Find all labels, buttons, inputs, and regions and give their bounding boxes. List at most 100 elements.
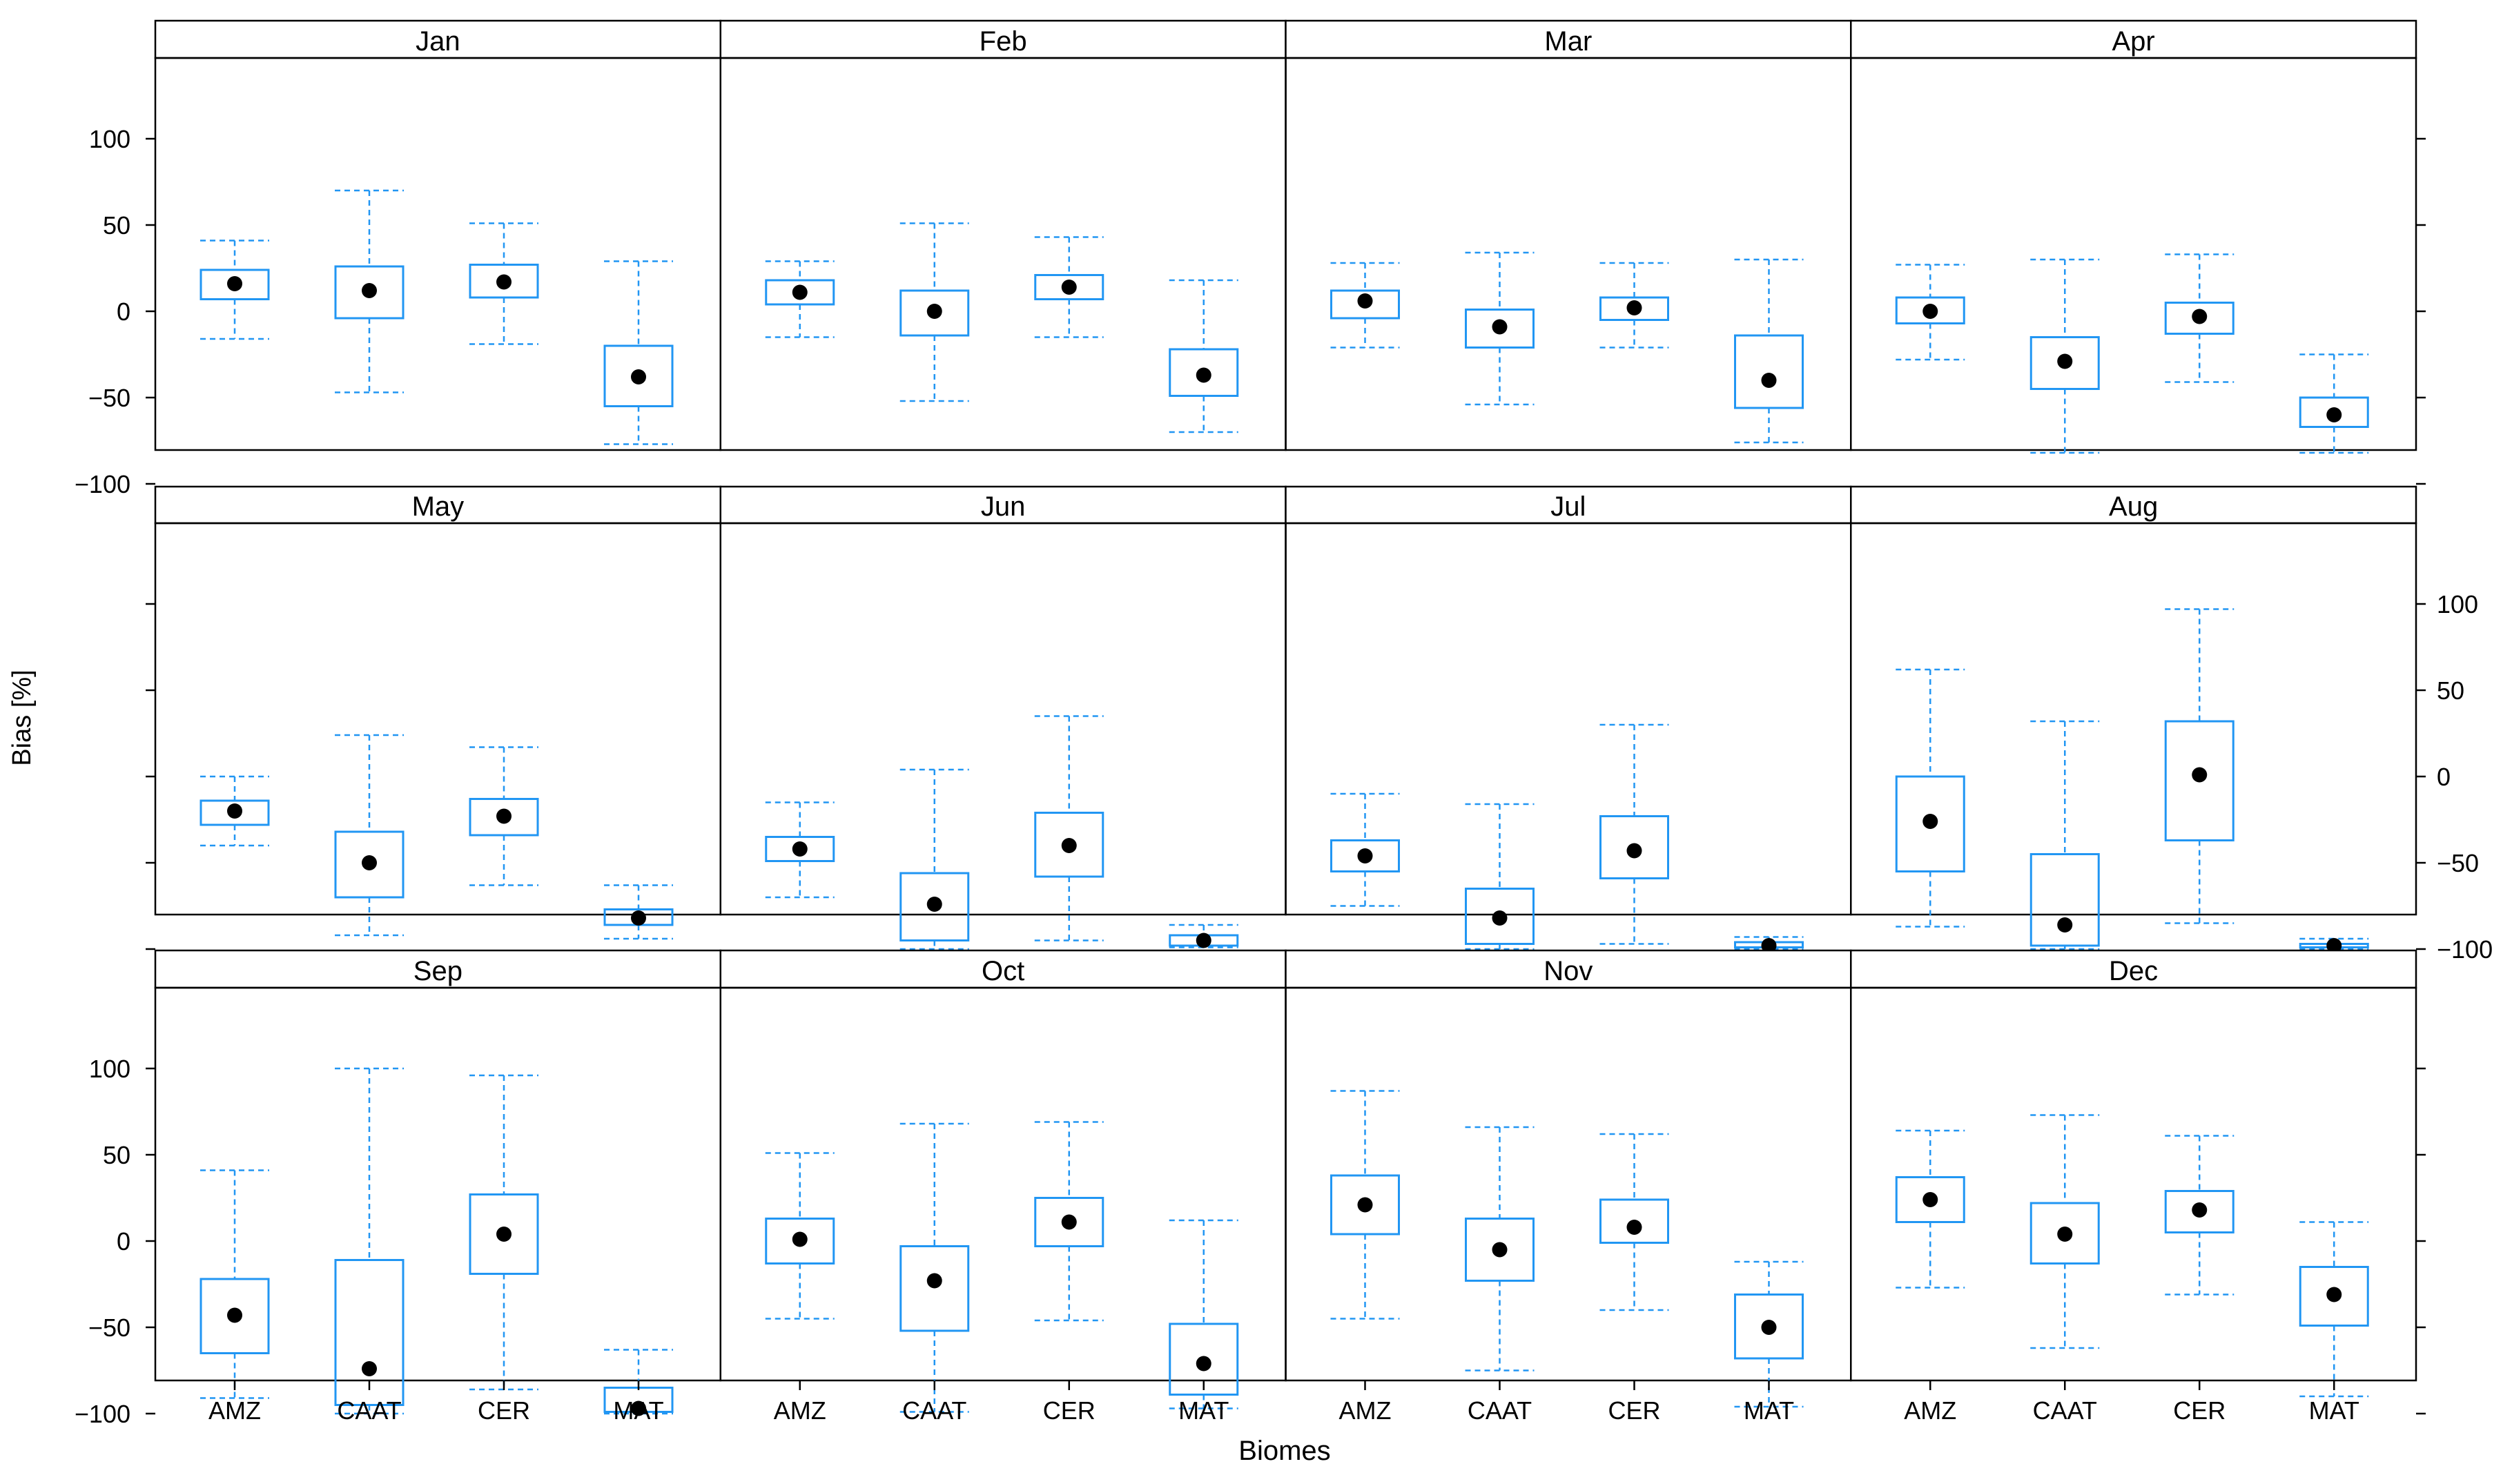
median-dot-dec-cer <box>2192 1202 2208 1218</box>
panel-title-dec: Dec <box>2109 956 2158 986</box>
median-dot-jan-mat <box>631 369 646 384</box>
median-dot-nov-cer <box>1626 1220 1642 1235</box>
median-dot-oct-amz <box>792 1231 808 1247</box>
median-dot-jan-cer <box>496 274 512 290</box>
box-may-amz <box>199 799 270 826</box>
median-dot-nov-amz <box>1357 1197 1373 1213</box>
median-dot-apr-cer <box>2192 309 2208 324</box>
strip-oct <box>719 949 1287 989</box>
box-jul-cer <box>1599 815 1669 879</box>
box-dec-cer <box>2164 1190 2234 1233</box>
box-feb-cer <box>1034 274 1104 300</box>
median-dot-feb-amz <box>792 284 808 300</box>
box-jan-caat <box>334 265 405 320</box>
x-tick-label-cer: CER <box>1608 1396 1660 1425</box>
y-axis-label: Bias [%] <box>8 670 37 765</box>
box-mar-mat <box>1734 334 1804 409</box>
box-feb-amz <box>765 279 835 306</box>
y-tick-label: 50 <box>103 1141 130 1169</box>
panel-frame-oct <box>719 986 1287 1382</box>
median-dot-oct-mat <box>1196 1356 1211 1371</box>
box-nov-mat <box>1734 1293 1804 1360</box>
median-dot-mar-mat <box>1761 373 1777 388</box>
y-tick-label: −50 <box>88 384 130 412</box>
median-dot-jan-caat <box>362 283 377 298</box>
y-tick-label: 50 <box>103 211 130 240</box>
panel-title-jun: Jun <box>981 491 1026 522</box>
panel-frame-dec <box>1850 986 2417 1382</box>
median-dot-dec-mat <box>2326 1287 2342 1302</box>
median-dot-oct-cer <box>1061 1214 1077 1230</box>
x-tick-label-caat: CAAT <box>902 1396 966 1425</box>
median-dot-jul-cer <box>1626 843 1642 859</box>
panel-title-oct: Oct <box>982 956 1024 986</box>
x-tick-label-amz: AMZ <box>1904 1396 1956 1425</box>
box-jun-caat <box>899 872 970 941</box>
box-mar-amz <box>1330 289 1400 320</box>
median-dot-jul-caat <box>1492 910 1508 926</box>
box-dec-amz <box>1895 1176 1965 1223</box>
y-tick-label: 0 <box>117 1227 130 1256</box>
y-tick-label: 0 <box>117 297 130 326</box>
median-dot-dec-amz <box>1922 1192 1938 1207</box>
box-mar-caat <box>1465 309 1535 349</box>
box-nov-caat <box>1465 1218 1535 1282</box>
box-apr-mat <box>2299 396 2369 428</box>
box-oct-cer <box>1034 1197 1104 1247</box>
median-dot-jan-amz <box>227 276 242 291</box>
median-dot-jun-amz <box>792 841 808 857</box>
x-tick-label-cer: CER <box>1043 1396 1096 1425</box>
x-tick-label-mat: MAT <box>2309 1396 2359 1425</box>
panel-frame-apr <box>1850 57 2417 451</box>
median-dot-aug-amz <box>1922 814 1938 829</box>
panel-title-apr: Apr <box>2112 26 2155 57</box>
y-tick-label: −100 <box>75 470 130 498</box>
box-may-cer <box>469 798 539 837</box>
median-dot-sep-amz <box>227 1307 242 1323</box>
box-apr-cer <box>2164 302 2234 335</box>
panel-frame-sep <box>154 986 721 1382</box>
strip-jul <box>1285 485 1852 525</box>
box-jul-caat <box>1465 888 1535 945</box>
box-jan-cer <box>469 264 539 299</box>
median-dot-feb-caat <box>926 304 942 319</box>
median-dot-nov-mat <box>1761 1320 1777 1335</box>
median-dot-may-amz <box>227 803 242 819</box>
y-tick-label: 100 <box>89 1055 130 1083</box>
panel-frame-may <box>154 522 721 916</box>
box-dec-caat <box>2029 1202 2100 1265</box>
y-tick-label: −50 <box>88 1314 130 1342</box>
median-dot-oct-caat <box>926 1273 942 1289</box>
panel-title-aug: Aug <box>2109 491 2158 522</box>
panel-title-mar: Mar <box>1544 26 1592 57</box>
box-jan-amz <box>199 269 270 300</box>
y-tick-label: 100 <box>89 125 130 153</box>
box-oct-mat <box>1169 1322 1239 1396</box>
median-dot-sep-mat <box>631 1400 646 1416</box>
x-tick-label-amz: AMZ <box>774 1396 826 1425</box>
box-jun-amz <box>765 836 835 862</box>
median-dot-mar-caat <box>1492 319 1508 335</box>
median-dot-jul-mat <box>1761 938 1777 953</box>
strip-aug <box>1850 485 2417 525</box>
y-tick-label: 100 <box>2437 590 2478 618</box>
box-aug-amz <box>1895 775 1965 872</box>
x-axis-label: Biomes <box>1238 1436 1330 1466</box>
x-tick-label-caat: CAAT <box>1468 1396 1532 1425</box>
panel-title-feb: Feb <box>980 26 1027 57</box>
panel-title-jan: Jan <box>416 26 460 57</box>
box-sep-amz <box>199 1278 270 1354</box>
strip-may <box>154 485 721 525</box>
strip-nov <box>1285 949 1852 989</box>
box-mar-cer <box>1599 296 1669 321</box>
y-tick-label: −100 <box>75 1400 130 1428</box>
x-tick-label-mat: MAT <box>613 1396 663 1425</box>
y-tick-label: 0 <box>2437 763 2451 791</box>
median-dot-apr-caat <box>2057 353 2073 369</box>
box-sep-caat <box>334 1259 405 1406</box>
median-dot-mar-amz <box>1357 293 1373 309</box>
median-dot-may-mat <box>631 910 646 926</box>
median-dot-apr-mat <box>2326 407 2342 422</box>
panel-frame-feb <box>719 57 1287 451</box>
